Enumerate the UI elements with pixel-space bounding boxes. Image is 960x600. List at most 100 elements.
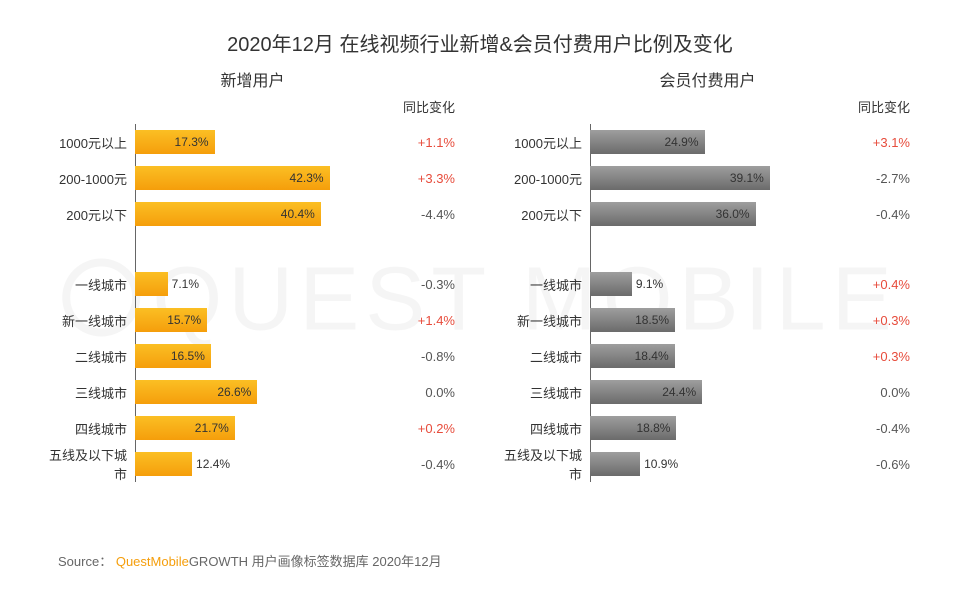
bar-row: 一线城市9.1%+0.4% <box>495 266 920 302</box>
category-label: 200-1000元 <box>495 169 590 188</box>
category-label: 一线城市 <box>40 275 135 294</box>
bar-row: 五线及以下城市10.9%-0.6% <box>495 446 920 482</box>
bar: 24.4% <box>590 380 702 404</box>
bar-area: 10.9% <box>590 446 820 482</box>
source-line: Source： QuestMobileGROWTH 用户画像标签数据库 2020… <box>58 551 442 570</box>
bar: 24.9% <box>590 130 705 154</box>
bar-value-label: 10.9% <box>640 457 678 471</box>
bar-area: 42.3% <box>135 160 365 196</box>
plot: 1000元以上24.9%+3.1%200-1000元39.1%-2.7%200元… <box>495 124 920 482</box>
bar-area: 18.8% <box>590 410 820 446</box>
chart-title: 2020年12月 在线视频行业新增&会员付费用户比例及变化 <box>0 0 960 57</box>
bar-value-label: 18.4% <box>635 349 669 363</box>
yoy-value: -0.4% <box>820 207 920 222</box>
yoy-value: +1.1% <box>365 135 465 150</box>
category-label: 五线及以下城市 <box>495 445 590 483</box>
bar-row: 新一线城市18.5%+0.3% <box>495 302 920 338</box>
yoy-value: -0.8% <box>365 349 465 364</box>
category-label: 四线城市 <box>495 419 590 438</box>
yoy-value: -4.4% <box>365 207 465 222</box>
category-label: 二线城市 <box>495 347 590 366</box>
bar-value-label: 15.7% <box>167 313 201 327</box>
bar-row: 新一线城市 15.7% +1.4% <box>40 302 465 338</box>
category-label: 三线城市 <box>495 383 590 402</box>
group-gap <box>495 232 920 266</box>
bar-value-label: 24.4% <box>662 385 696 399</box>
bar: 18.8% <box>590 416 676 440</box>
bar-area: 40.4% <box>135 196 365 232</box>
bar-row: 四线城市 18.8% -0.4% <box>495 410 920 446</box>
panel-title: 新增用户 <box>40 67 465 91</box>
chart-area: 新增用户同比变化 1000元以上 17.3% +1.1% 200-1000元 42.3% +… <box>0 57 960 482</box>
yoy-header: 同比变化 <box>495 97 920 116</box>
bar-value-label: 17.3% <box>175 135 209 149</box>
category-label: 新一线城市 <box>40 311 135 330</box>
bar: 15.7% <box>135 308 207 332</box>
bar-value-label: 9.1% <box>632 277 663 291</box>
bar-row: 1000元以上 17.3% +1.1% <box>40 124 465 160</box>
bar-row: 三线城市26.6%0.0% <box>40 374 465 410</box>
panel-1: 会员付费用户同比变化 1000元以上24.9% +3.1% 200-1000元 39.1… <box>495 67 920 482</box>
bar-row: 四线城市21.7%+0.2% <box>40 410 465 446</box>
bar-area: 16.5% <box>135 338 365 374</box>
category-label: 1000元以上 <box>40 133 135 152</box>
category-label: 200-1000元 <box>40 169 135 188</box>
panel-0: 新增用户同比变化 1000元以上 17.3% +1.1% 200-1000元 42.3% +… <box>40 67 465 482</box>
brand-name: QuestMobile <box>116 554 189 569</box>
bar-area: 18.5% <box>590 302 820 338</box>
bar-area: 7.1% <box>135 266 365 302</box>
bar-area: 18.4% <box>590 338 820 374</box>
bar: 36.0% <box>590 202 756 226</box>
bar: 26.6% <box>135 380 257 404</box>
yoy-value: -0.6% <box>820 457 920 472</box>
yoy-value: +0.2% <box>365 421 465 436</box>
bar-value-label: 12.4% <box>192 457 230 471</box>
bar-area: 39.1% <box>590 160 820 196</box>
yoy-value: +0.3% <box>820 349 920 364</box>
bar-value-label: 26.6% <box>217 385 251 399</box>
bar-area: 26.6% <box>135 374 365 410</box>
bar-row: 200-1000元 42.3% +3.3% <box>40 160 465 196</box>
plot: 1000元以上 17.3% +1.1% 200-1000元 42.3% +3.3% 200元… <box>40 124 465 482</box>
bar: 42.3% <box>135 166 330 190</box>
bar-value-label: 18.5% <box>635 313 669 327</box>
panel-title: 会员付费用户 <box>495 67 920 91</box>
category-label: 新一线城市 <box>495 311 590 330</box>
bar: 10.9% <box>590 452 640 476</box>
yoy-value: +0.4% <box>820 277 920 292</box>
bar-area: 17.3% <box>135 124 365 160</box>
bar-area: 24.9% <box>590 124 820 160</box>
bar: 9.1% <box>590 272 632 296</box>
bar-area: 36.0% <box>590 196 820 232</box>
bar-row: 五线及以下城市12.4%-0.4% <box>40 446 465 482</box>
bar-row: 一线城市7.1%-0.3% <box>40 266 465 302</box>
group-gap <box>40 232 465 266</box>
bar-area: 24.4% <box>590 374 820 410</box>
category-label: 四线城市 <box>40 419 135 438</box>
bar: 18.4% <box>590 344 675 368</box>
bar-row: 二线城市 18.4% +0.3% <box>495 338 920 374</box>
yoy-value: 0.0% <box>820 385 920 400</box>
bar-area: 12.4% <box>135 446 365 482</box>
bar-value-label: 42.3% <box>290 171 324 185</box>
yoy-header: 同比变化 <box>40 97 465 116</box>
bar-value-label: 36.0% <box>716 207 750 221</box>
yoy-value: +1.4% <box>365 313 465 328</box>
yoy-value: -0.4% <box>820 421 920 436</box>
bar-row: 200元以下40.4%-4.4% <box>40 196 465 232</box>
bar: 17.3% <box>135 130 215 154</box>
bar-value-label: 39.1% <box>730 171 764 185</box>
bar-row: 200元以下36.0%-0.4% <box>495 196 920 232</box>
yoy-value: +3.1% <box>820 135 920 150</box>
bar-area: 9.1% <box>590 266 820 302</box>
bar: 12.4% <box>135 452 192 476</box>
bar: 16.5% <box>135 344 211 368</box>
yoy-value: -2.7% <box>820 171 920 186</box>
yoy-value: +3.3% <box>365 171 465 186</box>
yoy-value: -0.3% <box>365 277 465 292</box>
bar-value-label: 16.5% <box>171 349 205 363</box>
bar-area: 21.7% <box>135 410 365 446</box>
bar-value-label: 18.8% <box>636 421 670 435</box>
bar-row: 二线城市16.5%-0.8% <box>40 338 465 374</box>
category-label: 1000元以上 <box>495 133 590 152</box>
